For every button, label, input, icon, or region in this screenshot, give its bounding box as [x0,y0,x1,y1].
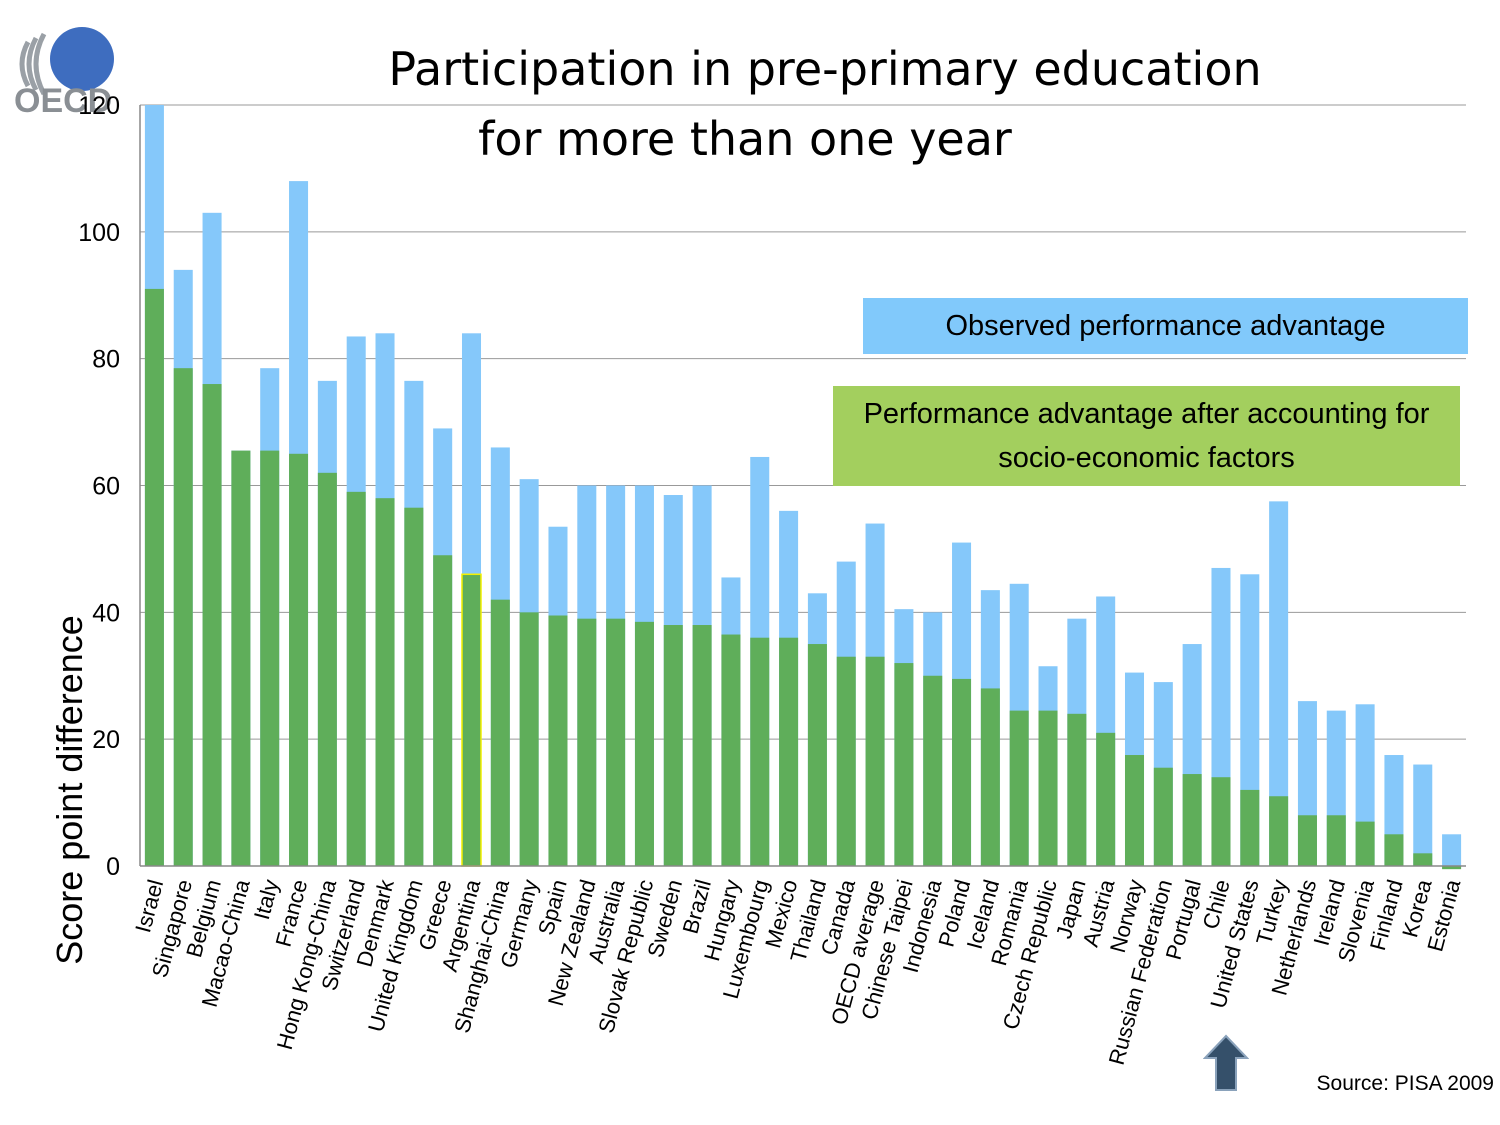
bar-adjusted [1182,774,1202,866]
bar-adjusted [807,644,827,866]
bar-adjusted [1355,821,1375,866]
y-tick-label: 0 [106,853,120,881]
bar-adjusted [490,599,510,866]
bar-adjusted [317,472,337,866]
y-tick-label: 60 [92,473,120,501]
y-tick-label: 80 [92,346,120,374]
bar-adjusted [144,288,164,866]
bar-observed [1442,834,1462,866]
oecd-logo: OECD [14,27,114,114]
bar-adjusted [202,384,222,866]
bar-adjusted [375,498,395,866]
bar-adjusted [173,368,193,866]
bar-adjusted [952,678,972,866]
bar-adjusted [721,634,741,866]
bar-adjusted [836,656,856,866]
y-axis-label: Score point difference [49,615,90,965]
bar-adjusted [606,618,626,866]
bar-adjusted [663,625,683,866]
bar-adjusted [1067,713,1087,866]
bar-adjusted [980,688,1000,866]
bar-adjusted [1384,834,1404,866]
y-tick-label: 100 [78,219,120,247]
bar-adjusted [894,663,914,866]
bar-adjusted [231,450,251,866]
legend-adjusted: Performance advantage after accounting f… [833,386,1460,486]
bar-adjusted [779,637,799,866]
chart-title: Participation in pre-primary education f… [300,34,1350,174]
bar-adjusted [1096,732,1116,866]
bar-adjusted [577,618,597,866]
bar-adjusted [260,450,280,866]
title-line-1: Participation in pre-primary education [388,42,1262,96]
bar-adjusted [1413,853,1433,866]
bar-observed [1269,501,1289,866]
y-tick-label: 20 [92,726,120,754]
bar-observed [1413,764,1433,866]
legend-observed: Observed performance advantage [863,298,1468,354]
bar-adjusted [433,555,453,866]
y-tick-label: 120 [78,92,120,120]
bar-adjusted [289,453,309,866]
oecd-logo-text: OECD [14,82,112,114]
bar-adjusted [634,621,654,866]
bar-adjusted [750,637,770,866]
bar-adjusted [923,675,943,866]
bar-adjusted [1442,866,1462,870]
bar-adjusted [692,625,712,866]
bar-adjusted [1153,767,1173,866]
up-arrow-icon [1203,1034,1249,1091]
bar-adjusted [1009,710,1029,866]
title-line-2: for more than one year [478,112,1012,166]
bar-adjusted [548,615,568,866]
bar-adjusted [865,656,885,866]
bar-adjusted [1211,777,1231,866]
bar-adjusted [1038,710,1058,866]
bar-adjusted [1269,796,1289,866]
bar-adjusted [461,573,482,867]
bar-adjusted [404,507,424,866]
bar-adjusted [1297,815,1317,866]
bar-adjusted [1240,789,1260,866]
bar-adjusted [1326,815,1346,866]
source-note: Source: PISA 2009 [1316,1072,1494,1095]
bar-adjusted [519,612,539,866]
y-tick-label: 40 [92,599,120,627]
bar-adjusted [1124,755,1145,866]
bar-adjusted [346,491,366,866]
